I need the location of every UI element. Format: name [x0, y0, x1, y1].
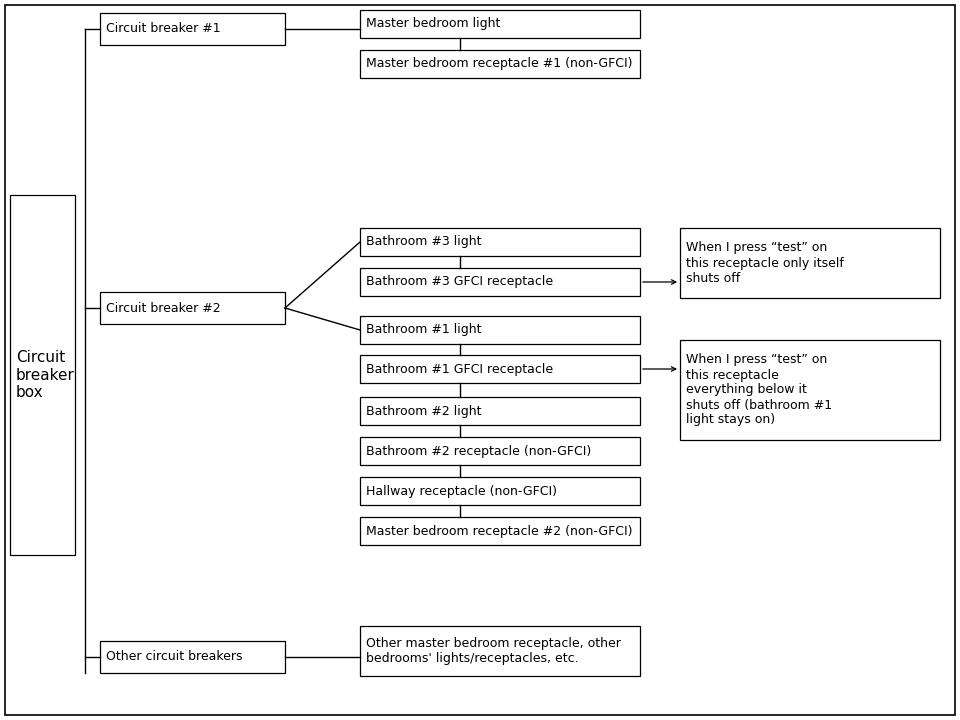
Bar: [360, 10, 640, 38]
Bar: [100, 292, 285, 324]
Bar: [360, 355, 640, 383]
Text: Circuit breaker #2: Circuit breaker #2: [106, 302, 221, 315]
Text: Bathroom #1 light: Bathroom #1 light: [366, 323, 482, 336]
Bar: [100, 641, 285, 673]
Bar: [360, 477, 640, 505]
Bar: [360, 626, 640, 676]
Text: Master bedroom receptacle #1 (non-GFCI): Master bedroom receptacle #1 (non-GFCI): [366, 58, 633, 71]
Text: Other master bedroom receptacle, other
bedrooms' lights/receptacles, etc.: Other master bedroom receptacle, other b…: [366, 637, 621, 665]
Bar: [360, 268, 640, 296]
Text: Hallway receptacle (non-GFCI): Hallway receptacle (non-GFCI): [366, 485, 557, 498]
Bar: [680, 340, 940, 440]
Text: When I press “test” on
this receptacle
everything below it
shuts off (bathroom #: When I press “test” on this receptacle e…: [686, 354, 832, 426]
Bar: [680, 228, 940, 298]
Text: Master bedroom receptacle #2 (non-GFCI): Master bedroom receptacle #2 (non-GFCI): [366, 524, 633, 538]
Text: Circuit breaker #1: Circuit breaker #1: [106, 22, 221, 35]
Text: Other circuit breakers: Other circuit breakers: [106, 650, 243, 664]
Bar: [10, 195, 75, 555]
Bar: [360, 316, 640, 344]
Bar: [360, 50, 640, 78]
Text: Bathroom #2 receptacle (non-GFCI): Bathroom #2 receptacle (non-GFCI): [366, 444, 591, 457]
Text: Bathroom #2 light: Bathroom #2 light: [366, 405, 482, 418]
Bar: [360, 228, 640, 256]
Text: Bathroom #1 GFCI receptacle: Bathroom #1 GFCI receptacle: [366, 362, 553, 376]
Text: Bathroom #3 GFCI receptacle: Bathroom #3 GFCI receptacle: [366, 276, 553, 289]
Bar: [360, 437, 640, 465]
Bar: [360, 397, 640, 425]
Bar: [100, 13, 285, 45]
Text: Bathroom #3 light: Bathroom #3 light: [366, 235, 482, 248]
Bar: [360, 517, 640, 545]
Text: When I press “test” on
this receptacle only itself
shuts off: When I press “test” on this receptacle o…: [686, 241, 844, 284]
Text: Master bedroom light: Master bedroom light: [366, 17, 500, 30]
Text: Circuit
breaker
box: Circuit breaker box: [16, 350, 75, 400]
